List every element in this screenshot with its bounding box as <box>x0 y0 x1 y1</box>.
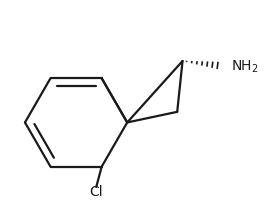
Text: Cl: Cl <box>89 185 103 199</box>
Text: NH$_2$: NH$_2$ <box>231 58 259 75</box>
